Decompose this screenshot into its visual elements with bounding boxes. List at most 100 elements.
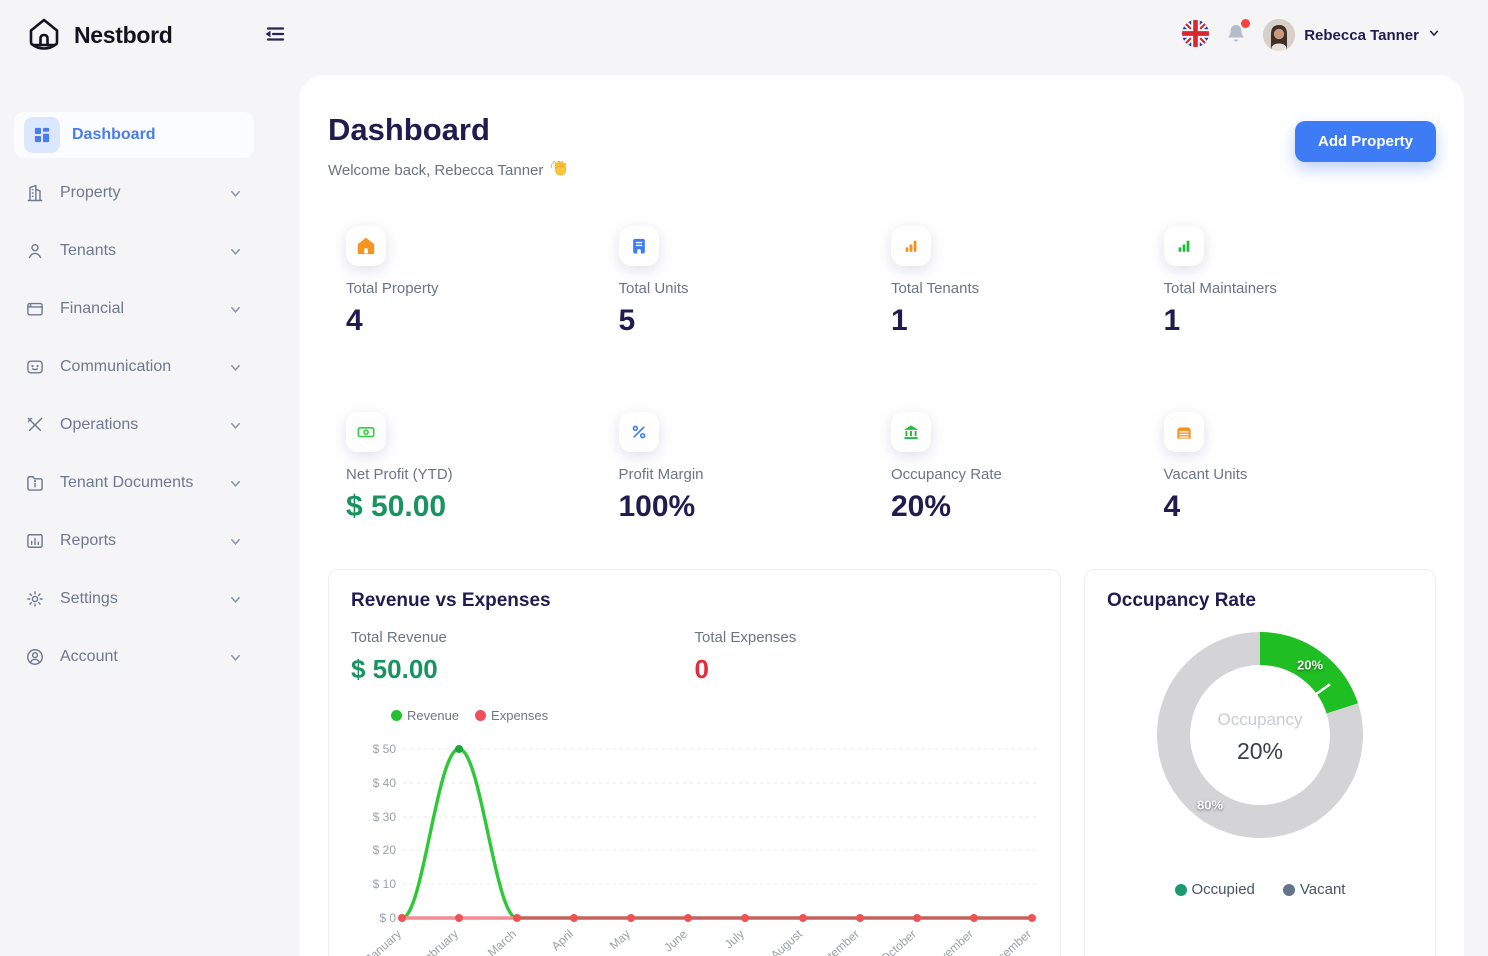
legend-vacant[interactable]: Vacant [1282, 881, 1345, 898]
sidebar-collapse-button[interactable] [261, 21, 287, 50]
revenue-line [400, 747, 519, 920]
bank-icon [891, 412, 931, 452]
user-name: Rebecca Tanner [1304, 26, 1419, 44]
svg-text:February: February [416, 927, 461, 956]
legend-revenue[interactable]: Revenue [391, 708, 459, 723]
svg-text:May: May [607, 927, 633, 953]
sidebar-item-operations[interactable]: Operations [14, 402, 254, 448]
sidebar-item-tenant-documents[interactable]: Tenant Documents [14, 460, 254, 506]
svg-text:November: November [925, 927, 976, 956]
sidebar-item-account[interactable]: Account [14, 634, 254, 680]
total-revenue-block: Total Revenue $ 50.00 [351, 629, 695, 685]
stat-total-maintainers: Total Maintainers 1 [1163, 226, 1437, 338]
user-menu[interactable]: Rebecca Tanner [1263, 19, 1440, 51]
add-property-button[interactable]: Add Property [1294, 121, 1436, 162]
revenue-expenses-line-chart: $ 50 $ 40 $ 30 $ 20 $ 10 $ 0 [363, 742, 1039, 956]
percent-icon [618, 412, 659, 452]
stat-total-units: Total Units 5 [618, 226, 892, 338]
chevron-down-icon [229, 187, 242, 200]
svg-text:$ 50: $ 50 [373, 742, 397, 756]
brand-logo[interactable]: Nestbord [24, 13, 173, 58]
svg-text:March: March [485, 927, 519, 956]
language-flag-button[interactable] [1182, 20, 1210, 50]
uk-flag-icon [1182, 20, 1210, 50]
avatar [1263, 19, 1296, 51]
wallet-icon [24, 298, 46, 320]
svg-text:$ 40: $ 40 [373, 776, 397, 790]
building-icon [24, 182, 46, 204]
tools-icon [24, 414, 46, 436]
chevron-down-icon [229, 245, 242, 258]
chevron-down-icon [229, 535, 242, 548]
svg-text:January: January [363, 927, 404, 956]
chevron-down-icon [229, 419, 242, 432]
indent-collapse-icon [261, 21, 287, 50]
svg-text:August: August [768, 926, 806, 956]
svg-text:$ 10: $ 10 [373, 877, 397, 891]
occupied-slice-label: 20% [1296, 657, 1324, 673]
donut-legend: Occupied Vacant [1107, 881, 1413, 898]
apartment-icon [618, 226, 659, 266]
nestbord-house-icon [24, 13, 64, 58]
gear-icon [24, 588, 46, 610]
svg-text:October: October [878, 927, 919, 956]
legend-occupied[interactable]: Occupied [1174, 881, 1255, 898]
chevron-down-icon [229, 303, 242, 316]
notifications-button[interactable] [1224, 18, 1251, 49]
chevron-down-icon [1428, 26, 1440, 44]
svg-text:April: April [549, 927, 576, 953]
total-revenue-value: $ 50.00 [351, 654, 438, 684]
stat-profit-margin: Profit Margin 100% [618, 412, 892, 524]
revenue-card-title: Revenue vs Expenses [351, 590, 551, 611]
banknote-icon [346, 412, 386, 452]
revenue-dot [391, 710, 402, 721]
svg-text:$ 0: $ 0 [379, 911, 396, 925]
occupancy-card-title: Occupancy Rate [1107, 590, 1256, 611]
user-circle-icon [24, 646, 46, 668]
report-chart-icon [24, 530, 46, 552]
brand-name: Nestbord [74, 21, 173, 48]
legend-expenses[interactable]: Expenses [475, 708, 548, 723]
bar-chart-icon [891, 226, 931, 266]
chat-icon [24, 356, 46, 378]
chevron-down-icon [229, 593, 242, 606]
bar-chart-icon [1163, 226, 1204, 266]
sidebar-item-reports[interactable]: Reports [14, 518, 254, 564]
notification-dot [1241, 18, 1251, 28]
sidebar-item-property[interactable]: Property [14, 170, 254, 216]
wave-hand-icon [550, 158, 570, 182]
svg-text:September: September [809, 927, 862, 956]
total-expenses-block: Total Expenses 0 [695, 629, 1039, 685]
charts-row: Revenue vs Expenses Total Revenue $ 50.0… [328, 569, 1436, 956]
sidebar-item-dashboard[interactable]: Dashboard [14, 112, 254, 158]
sidebar-item-financial[interactable]: Financial [14, 286, 254, 332]
stat-vacant-units: Vacant Units 4 [1163, 412, 1437, 524]
page-header: Dashboard Welcome back, Rebecca Tanner [328, 112, 570, 182]
sidebar-item-settings[interactable]: Settings [14, 576, 254, 622]
svg-text:December: December [983, 927, 1034, 956]
sidebar-item-label: Dashboard [72, 126, 156, 143]
sidebar: Dashboard Property Tenants Financi [0, 70, 264, 692]
total-expenses-value: 0 [694, 654, 709, 684]
svg-text:$ 30: $ 30 [373, 810, 397, 824]
stats-grid: Total Property 4 Total Units 5 [328, 226, 1436, 524]
sidebar-item-tenants[interactable]: Tenants [14, 228, 254, 274]
garage-icon [1163, 412, 1204, 452]
topbar: Nestbord [0, 0, 1488, 70]
folder-info-icon [24, 472, 46, 494]
sidebar-item-communication[interactable]: Communication [14, 344, 254, 390]
occupancy-rate-card: Occupancy Rate 20% 80% Occupancy 20% [1084, 569, 1436, 956]
dashboard-icon [24, 117, 60, 153]
user-icon [24, 240, 46, 262]
revenue-expenses-card: Revenue vs Expenses Total Revenue $ 50.0… [328, 569, 1061, 956]
bell-icon [1224, 22, 1248, 49]
stat-net-profit: Net Profit (YTD) $ 50.00 [346, 412, 619, 524]
occupied-dot [1174, 883, 1187, 896]
stat-total-tenants: Total Tenants 1 [891, 226, 1164, 338]
stat-total-property: Total Property 4 [346, 226, 619, 338]
occupancy-donut: 20% 80% Occupancy 20% [1155, 630, 1365, 845]
svg-text:July: July [722, 927, 747, 952]
chevron-down-icon [229, 477, 242, 490]
line-chart-legend: Revenue Expenses [391, 708, 1038, 723]
page-title: Dashboard [328, 112, 490, 147]
